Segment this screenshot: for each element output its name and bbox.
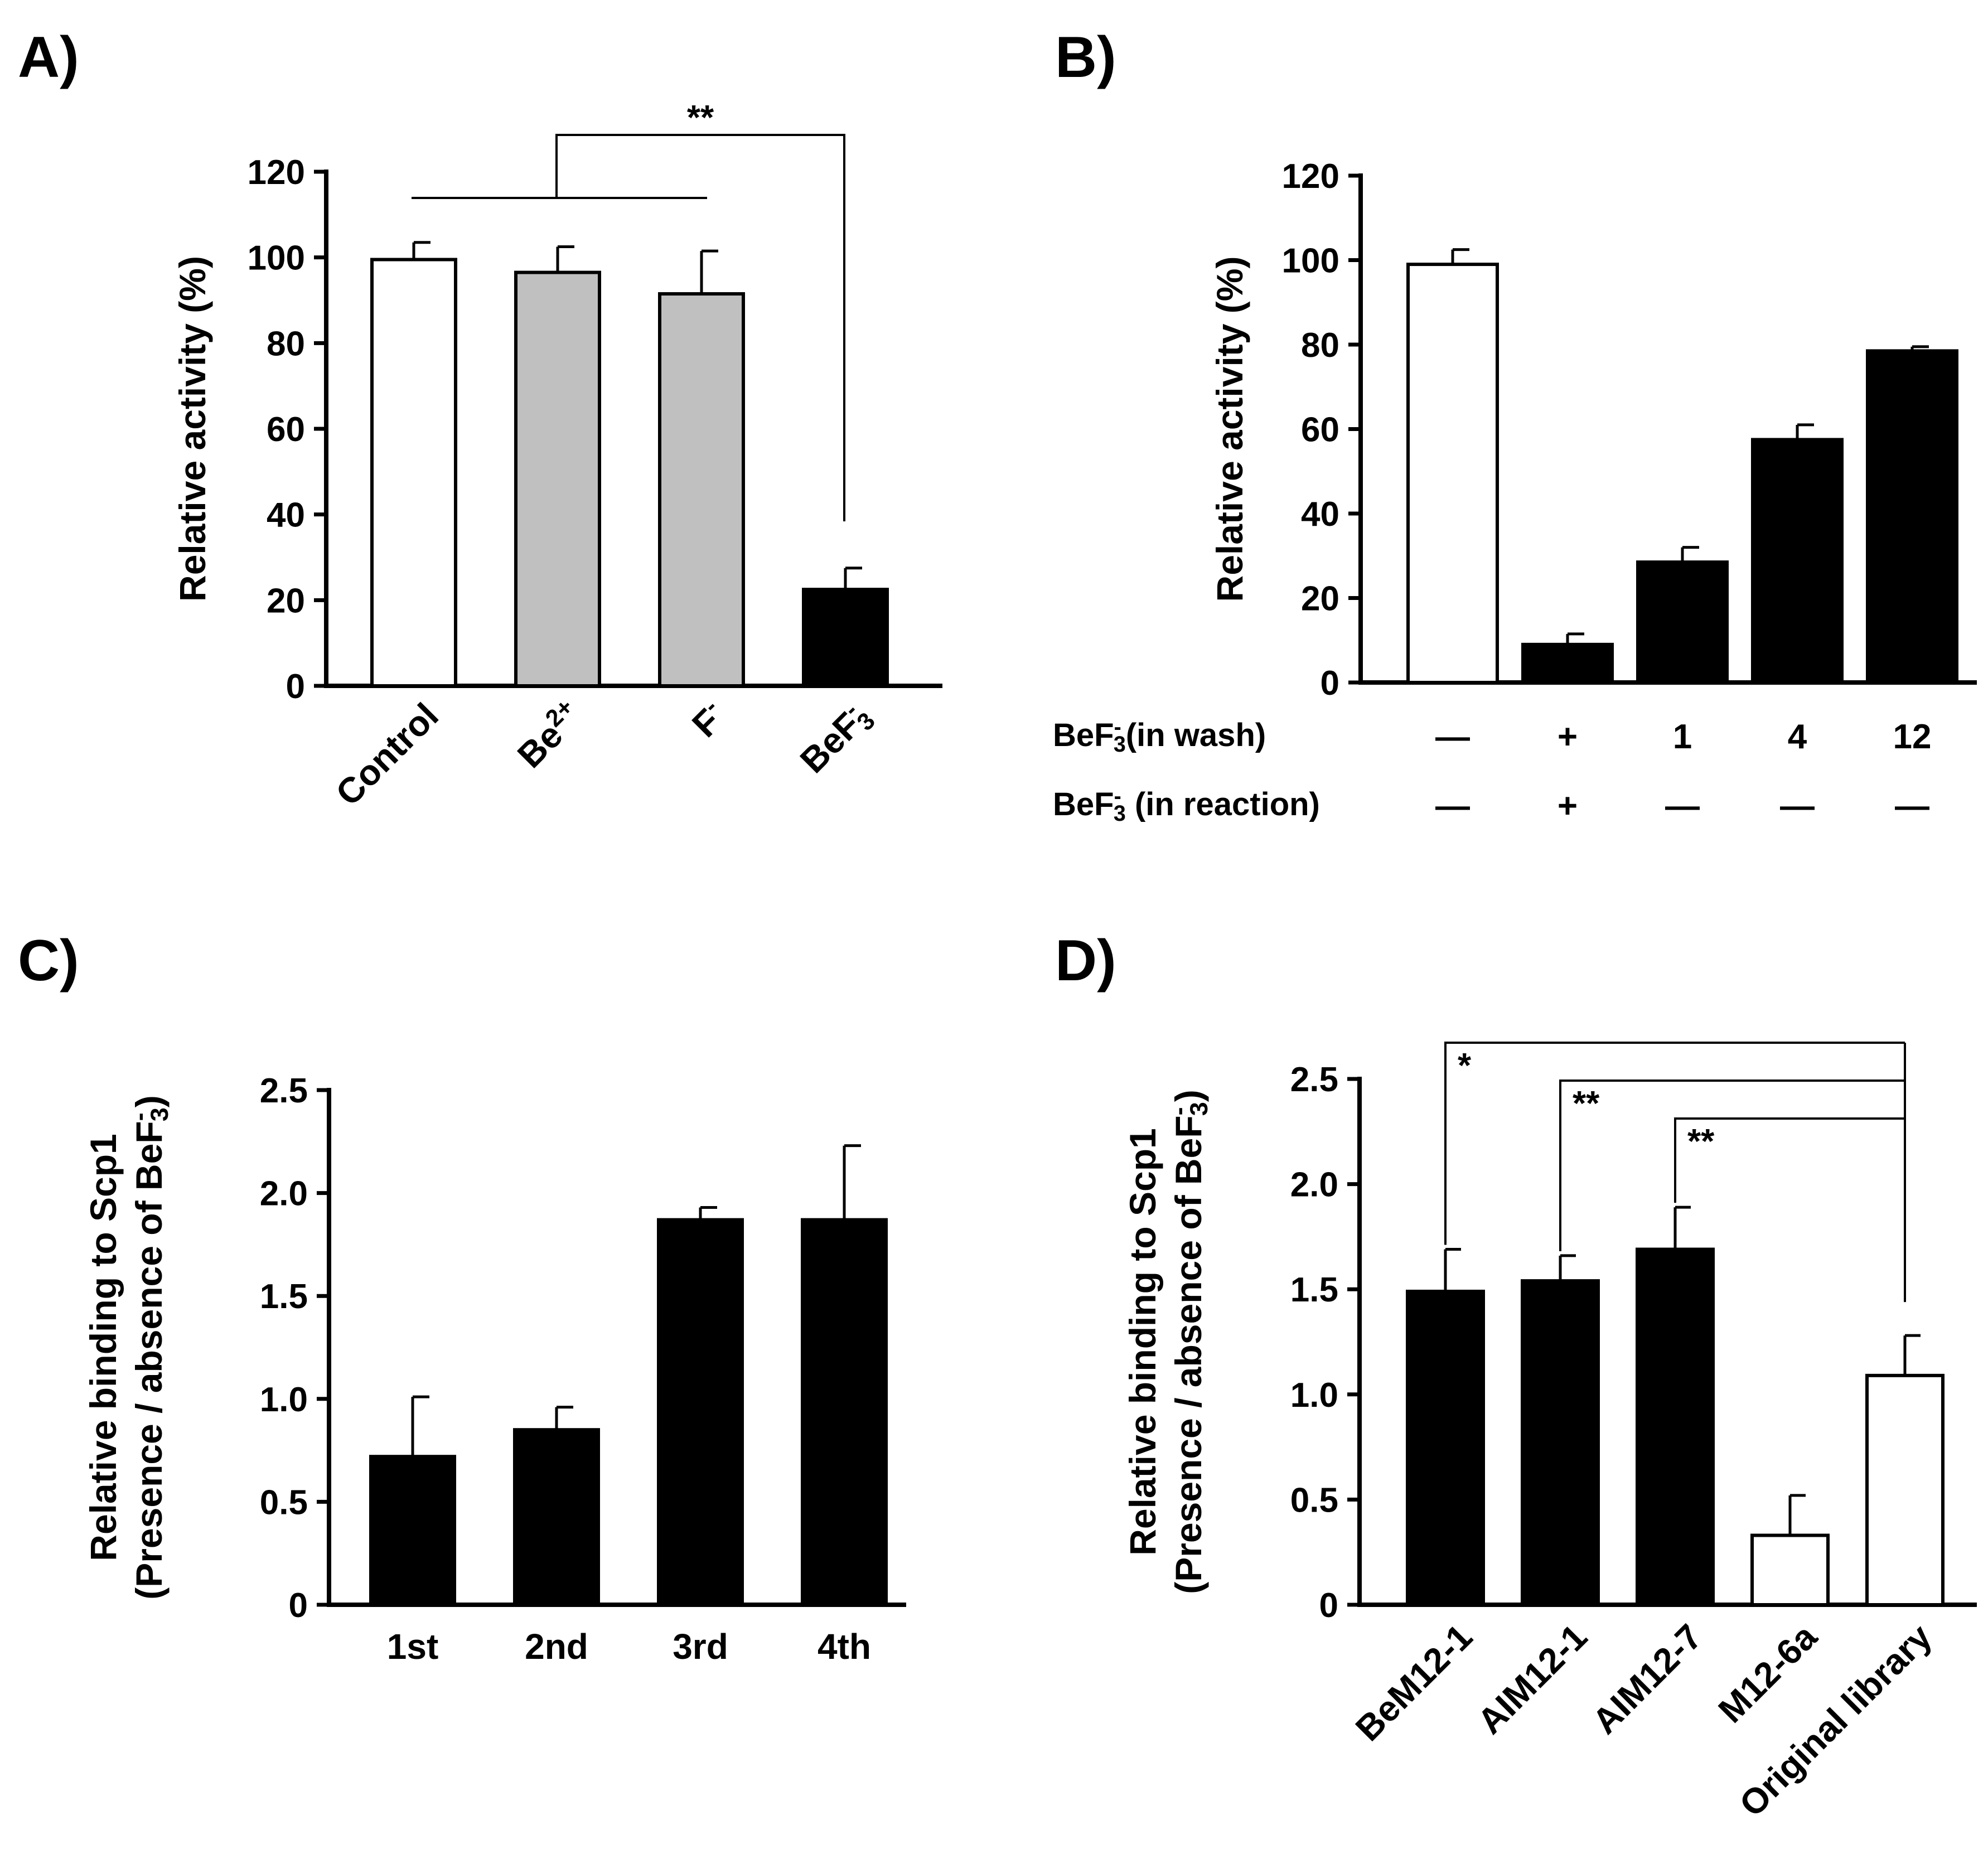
y-tick-label: 2.5 xyxy=(260,1072,308,1110)
bar xyxy=(1406,263,1499,684)
significance-bracket xyxy=(1674,1117,1905,1203)
bar xyxy=(657,1218,744,1606)
condition-value: — xyxy=(1435,718,1470,756)
y-tick-label: 1.0 xyxy=(1290,1376,1338,1415)
y-tick-label: 20 xyxy=(1301,580,1339,618)
y-tick-label: 2.0 xyxy=(1290,1166,1338,1204)
bar xyxy=(1406,1289,1485,1606)
condition-row-label: BeF-3 (in reaction) xyxy=(1053,784,1320,826)
condition-value: 12 xyxy=(1893,718,1932,756)
y-axis-label: Relative activity (%) xyxy=(172,256,213,602)
bar xyxy=(1866,349,1958,684)
y-tick-label: 100 xyxy=(248,239,305,278)
y-tick-label: 0 xyxy=(1319,1586,1338,1625)
significance-bracket xyxy=(1444,1042,1905,1245)
significance-label: * xyxy=(1458,1047,1472,1085)
bar xyxy=(658,292,745,688)
chart-b: 0 20 40 60 80 100 120 Relative activity (%) BeF-… xyxy=(1053,157,1977,826)
y-tick-label: 40 xyxy=(1301,495,1339,534)
bar xyxy=(369,1455,456,1607)
y-tick-label: 80 xyxy=(1301,326,1339,365)
y-tick-label: 100 xyxy=(1282,242,1339,280)
y-axis-label-line2: (Presence / absence of BeF-3) xyxy=(125,1095,173,1600)
category-label: 1st xyxy=(387,1627,439,1667)
bar xyxy=(1750,1533,1830,1606)
y-tick-label: 1.0 xyxy=(260,1381,308,1419)
condition-value: — xyxy=(1665,787,1700,825)
y-tick-label: 1.5 xyxy=(1290,1271,1338,1309)
category-label: AIM12-1 xyxy=(1469,1616,1594,1741)
significance-label: ** xyxy=(1573,1085,1600,1123)
category-label: BeM12-1 xyxy=(1348,1616,1480,1749)
y-tick-label: 120 xyxy=(1282,157,1339,196)
bar xyxy=(1521,642,1614,684)
y-tick-label: 40 xyxy=(267,496,305,535)
bar xyxy=(1636,1247,1715,1606)
y-tick-label: 120 xyxy=(248,153,305,192)
y-tick-label: 80 xyxy=(267,325,305,363)
condition-value: 1 xyxy=(1673,718,1692,756)
significance-label: ** xyxy=(1687,1122,1715,1161)
bar xyxy=(370,258,457,688)
panel-letter-c: C) xyxy=(18,928,79,993)
category-label: AIM12-7 xyxy=(1584,1616,1709,1741)
category-label: M12-6a xyxy=(1711,1616,1825,1731)
chart-d: 0 0.5 1.0 1.5 2.0 2.5 Relative binding to Scp1… xyxy=(1122,1042,1977,1824)
panel-letter-b: B) xyxy=(1055,25,1116,90)
y-tick-label: 2.0 xyxy=(260,1175,308,1213)
chart-a: 0 20 40 60 80 100 120 Relative activity (%) Cont… xyxy=(172,99,942,814)
condition-value: + xyxy=(1557,718,1578,756)
bar xyxy=(1521,1279,1600,1607)
condition-value: — xyxy=(1780,787,1815,825)
bar xyxy=(1751,438,1844,684)
chart-c: 0 0.5 1.0 1.5 2.0 2.5 Relative binding to Scp1… xyxy=(83,1072,906,1667)
significance-label: ** xyxy=(687,99,714,137)
bar xyxy=(801,1218,888,1606)
y-tick-label: 60 xyxy=(1301,411,1339,449)
y-tick-label: 1.5 xyxy=(260,1277,308,1316)
y-tick-label: 0.5 xyxy=(1290,1481,1338,1519)
y-tick-label: 20 xyxy=(267,582,305,620)
panel-letter-a: A) xyxy=(18,25,79,90)
y-tick-label: 0 xyxy=(286,667,305,706)
bar xyxy=(513,1428,600,1606)
category-label: F- xyxy=(683,694,734,745)
y-axis-label-line1: Relative binding to Scp1 xyxy=(83,1134,124,1561)
y-axis-label: Relative activity (%) xyxy=(1209,256,1250,602)
significance-bracket xyxy=(555,134,845,521)
condition-row-label: BeF-3(in wash) xyxy=(1053,715,1266,757)
bar xyxy=(1636,560,1729,684)
condition-value: — xyxy=(1435,787,1470,825)
category-label: 3rd xyxy=(673,1627,728,1667)
y-axis-label-line2: (Presence / absence of BeF-3) xyxy=(1164,1090,1213,1594)
condition-value: + xyxy=(1557,787,1578,825)
y-tick-label: 60 xyxy=(267,410,305,449)
category-label: 2nd xyxy=(525,1627,588,1667)
bar xyxy=(1865,1373,1945,1607)
category-label: Original library xyxy=(1731,1616,1939,1824)
bar xyxy=(802,588,889,688)
category-label: Be2+ xyxy=(508,694,590,776)
y-tick-label: 0 xyxy=(1321,664,1339,703)
category-label: 4th xyxy=(818,1627,871,1667)
bar xyxy=(514,270,601,688)
y-axis-label-line1: Relative binding to Scp1 xyxy=(1122,1128,1163,1555)
y-tick-label: 0.5 xyxy=(260,1483,308,1522)
panel-letter-d: D) xyxy=(1055,928,1116,993)
condition-value: — xyxy=(1895,787,1929,825)
condition-value: 4 xyxy=(1788,718,1807,756)
y-tick-label: 0 xyxy=(289,1586,308,1625)
category-label: Control xyxy=(328,695,446,814)
category-label: BeF-3 xyxy=(791,694,881,783)
y-tick-label: 2.5 xyxy=(1290,1061,1338,1099)
significance-bracket xyxy=(1559,1080,1905,1251)
